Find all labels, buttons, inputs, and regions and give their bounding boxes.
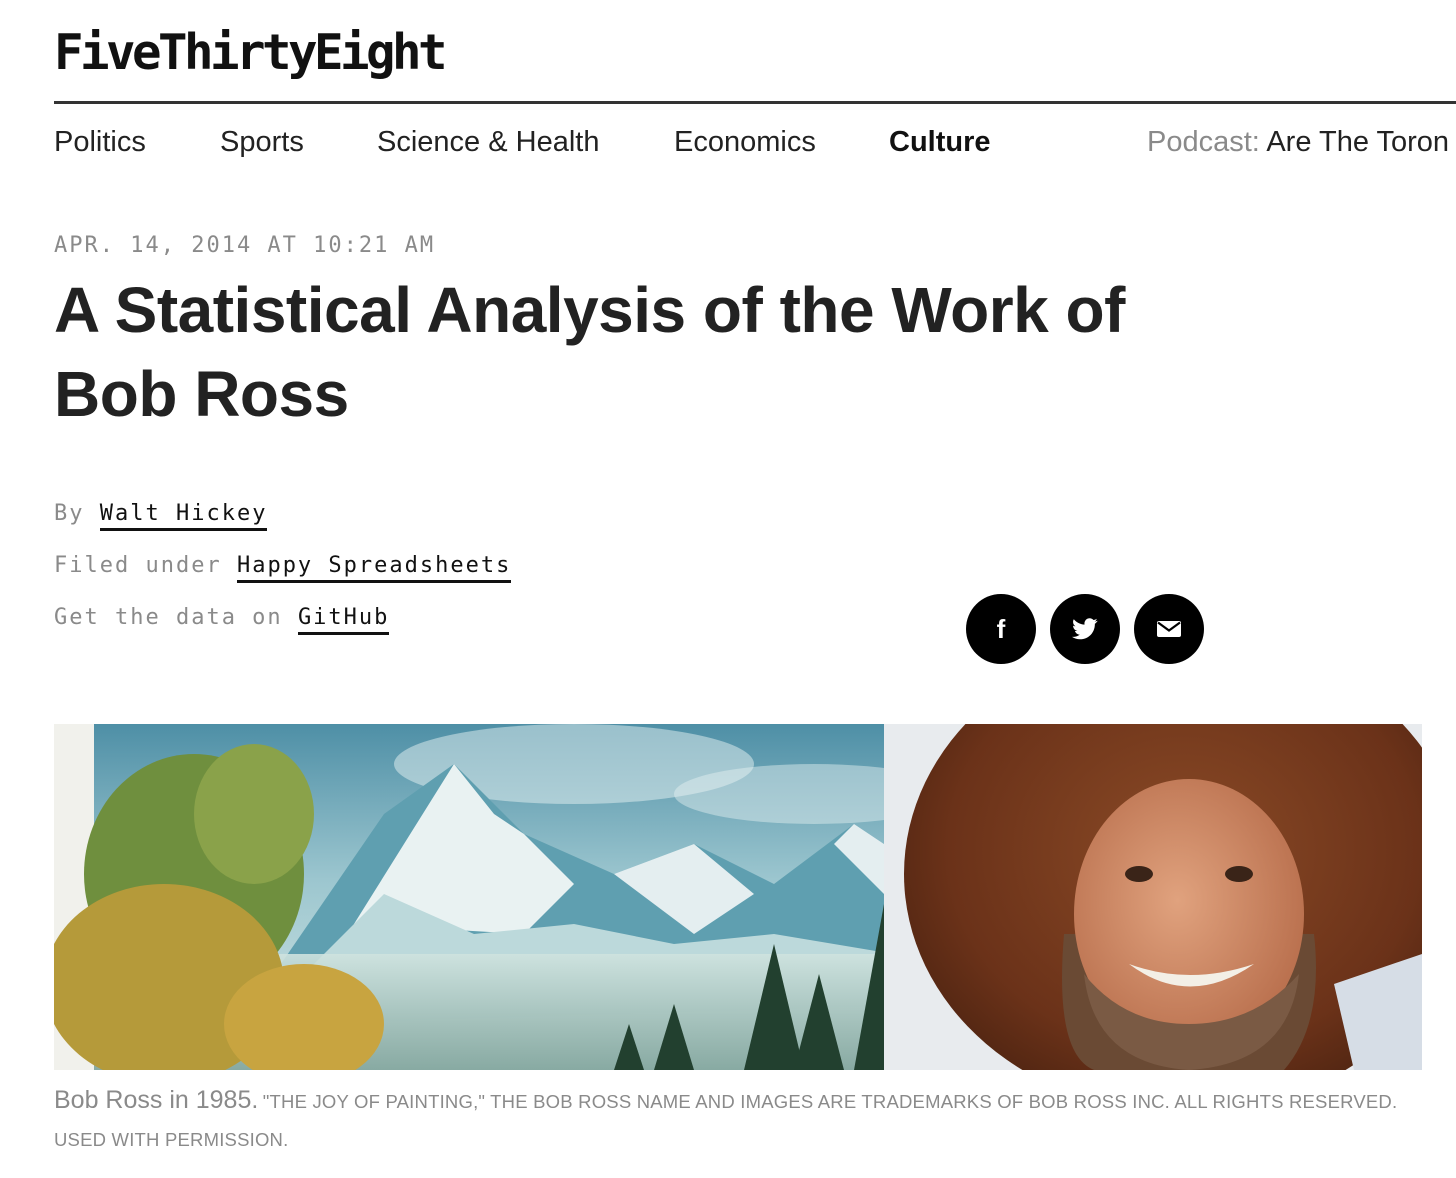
headline-line-2: Bob Ross: [54, 358, 349, 430]
nav-item-economics[interactable]: Economics: [674, 126, 816, 158]
filed-under-prefix: Filed under: [54, 553, 222, 578]
nav-item-science-health[interactable]: Science & Health: [377, 126, 600, 158]
category-link[interactable]: Happy Spreadsheets: [236, 553, 512, 583]
hero-image: [54, 724, 1422, 1070]
bob-ross-painting-photo: [54, 724, 1422, 1070]
data-source: Get the data on GitHub: [54, 603, 390, 635]
site-logo[interactable]: FiveThirtyEight: [54, 24, 448, 81]
twitter-icon: [1072, 618, 1098, 640]
data-source-prefix: Get the data on: [54, 605, 283, 630]
nav-item-sports[interactable]: Sports: [220, 126, 304, 158]
headline-line-1: A Statistical Analysis of the Work of: [54, 274, 1125, 346]
filed-under: Filed under Happy Spreadsheets: [54, 551, 512, 583]
github-link[interactable]: GitHub: [297, 605, 390, 635]
caption-lead: Bob Ross in 1985.: [54, 1086, 259, 1114]
byline: By Walt Hickey: [54, 499, 268, 531]
email-icon: [1157, 621, 1181, 637]
article-headline: A Statistical Analysis of the Work of Bo…: [54, 268, 1234, 436]
share-twitter-button[interactable]: [1050, 594, 1120, 664]
caption-credit: "THE JOY OF PAINTING," THE BOB ROSS NAME…: [54, 1091, 1398, 1150]
nav-item-politics[interactable]: Politics: [54, 126, 146, 158]
author-link[interactable]: Walt Hickey: [99, 501, 268, 531]
facebook-icon: f: [996, 614, 1006, 644]
share-email-button[interactable]: [1134, 594, 1204, 664]
podcast-label: Podcast:: [1147, 126, 1260, 158]
article-dateline: APR. 14, 2014 AT 10:21 AM: [54, 233, 436, 258]
nav-divider: [54, 101, 1456, 104]
hero-caption: Bob Ross in 1985. "THE JOY OF PAINTING,"…: [54, 1082, 1434, 1160]
primary-nav: Politics Sports Science & Health Economi…: [0, 0, 1456, 180]
share-facebook-button[interactable]: f: [966, 594, 1036, 664]
podcast-promo-link[interactable]: Podcast: Are The Toron: [1147, 124, 1449, 160]
podcast-title: Are The Toron: [1266, 126, 1450, 158]
byline-prefix: By: [54, 501, 85, 526]
nav-item-culture[interactable]: Culture: [889, 126, 991, 158]
